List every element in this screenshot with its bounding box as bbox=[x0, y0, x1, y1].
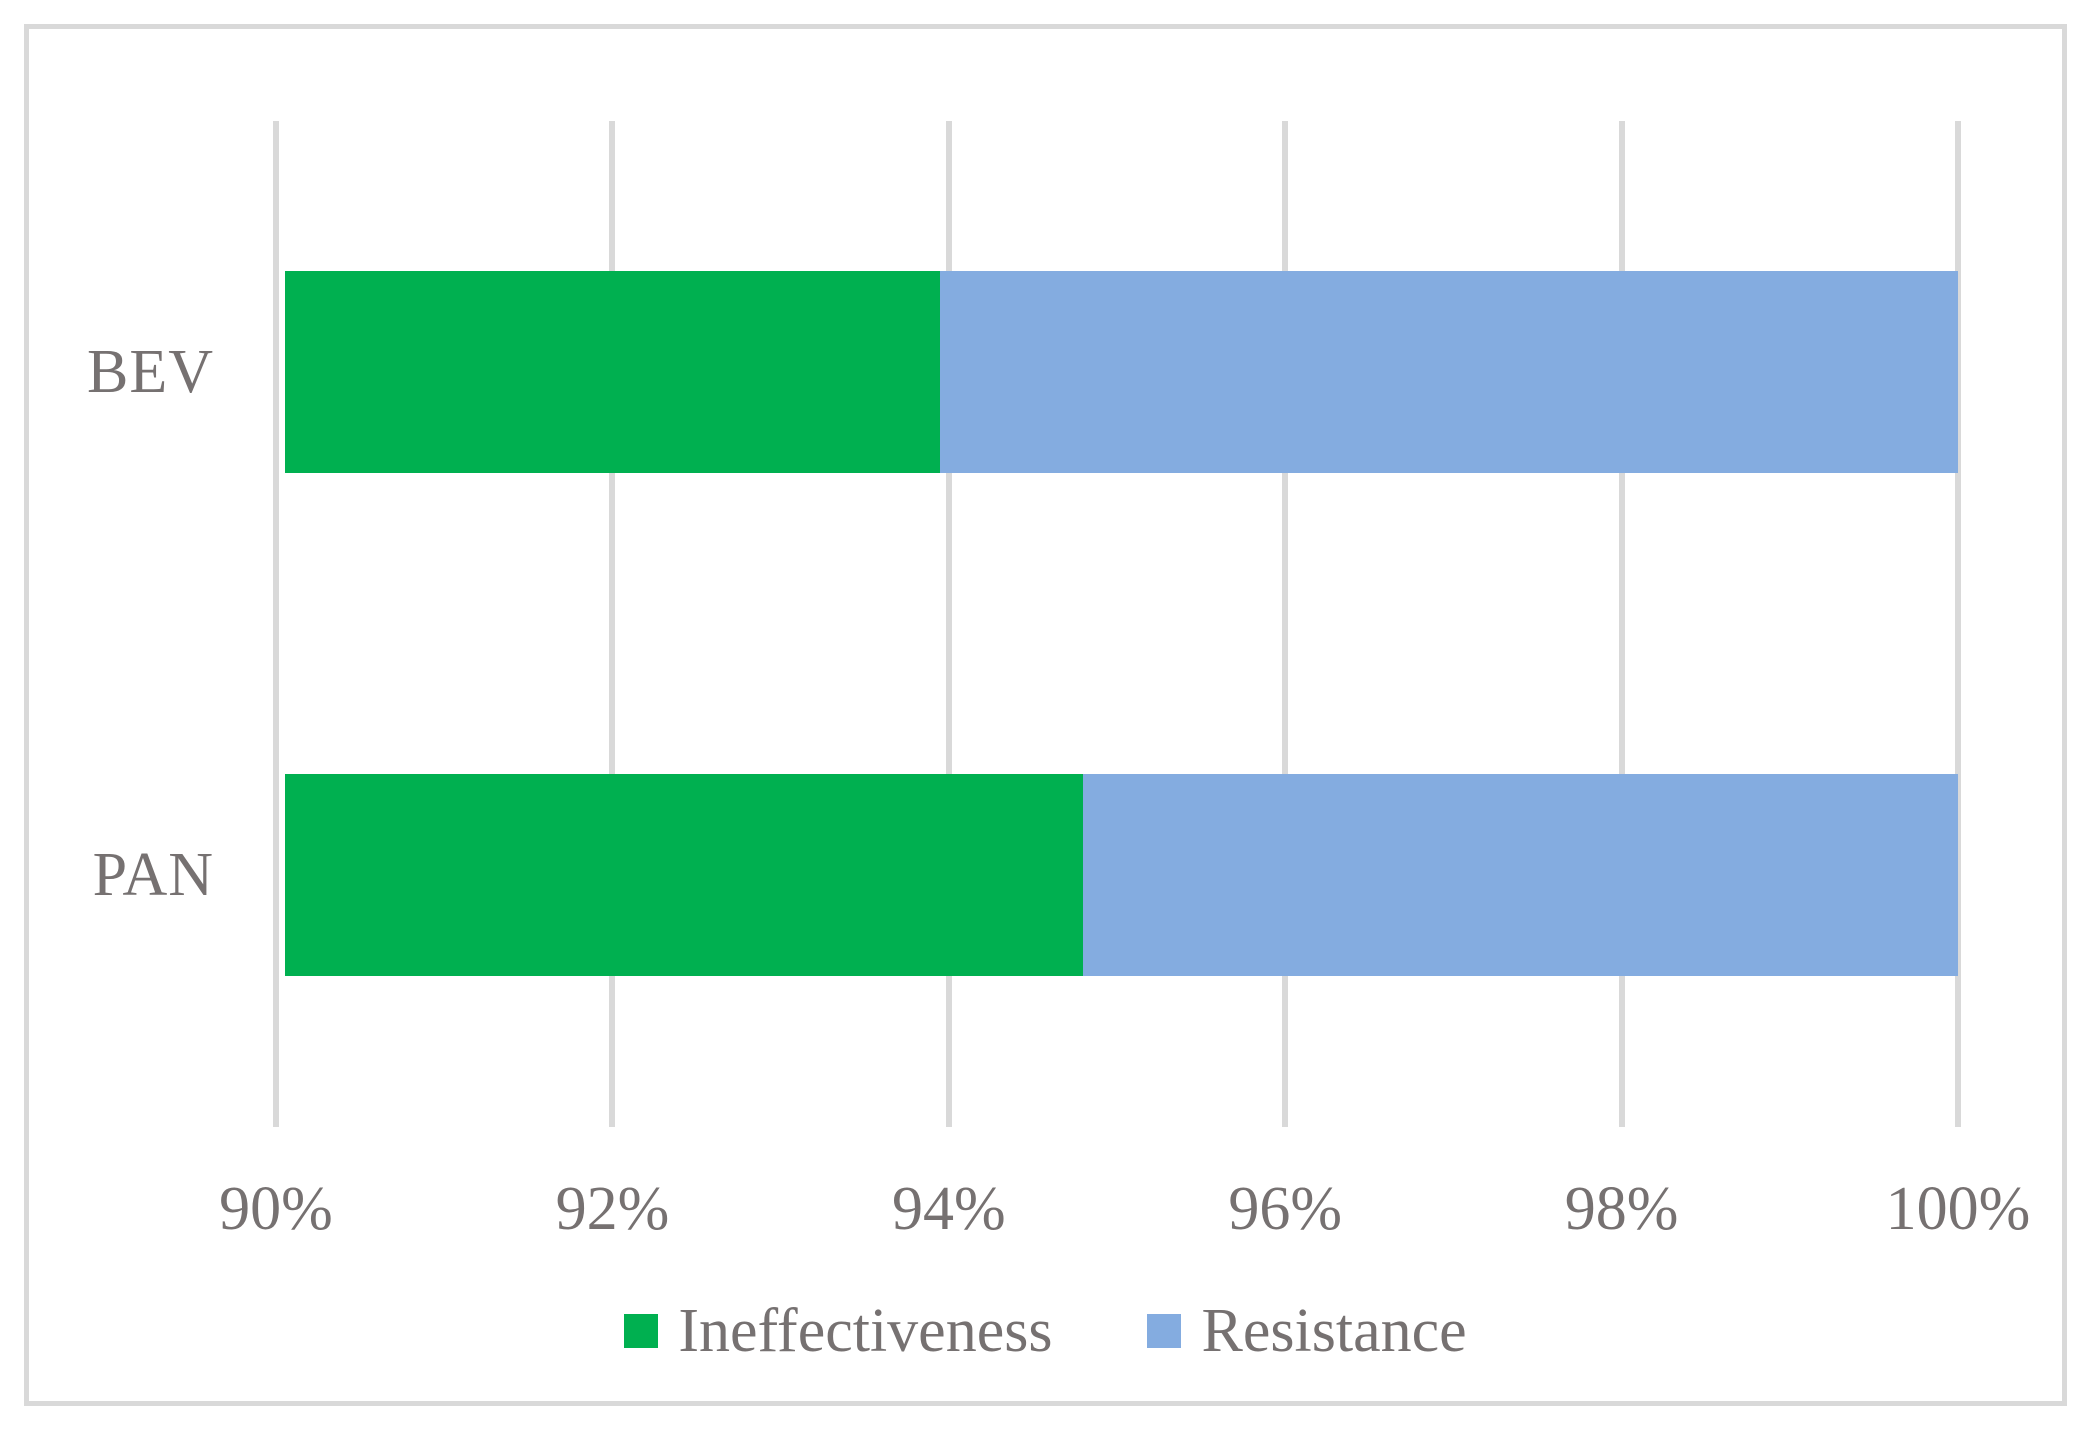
category-label-pan: PAN bbox=[92, 841, 214, 909]
x-tick-label-92: 92% bbox=[555, 1175, 670, 1243]
x-tick-label-100: 100% bbox=[1885, 1175, 2031, 1243]
x-tick-label-90: 90% bbox=[219, 1175, 333, 1243]
legend-label-ineffectiveness: Ineffectiveness bbox=[678, 1297, 1053, 1365]
chart-border: BEV PAN 90% 92% 94% 96% 98% 100% Ineffectivene… bbox=[24, 24, 2067, 1406]
x-tick-label-94: 94% bbox=[891, 1175, 1006, 1243]
legend-swatch-resistance bbox=[1147, 1314, 1182, 1348]
gridline-94 bbox=[945, 121, 952, 1127]
bar-segment-bev-resistance bbox=[940, 271, 1958, 473]
x-tick-label-98: 98% bbox=[1564, 1175, 1679, 1243]
category-label-bev: BEV bbox=[87, 338, 214, 406]
legend-item-ineffectiveness: Ineffectiveness bbox=[624, 1291, 1052, 1371]
legend: Ineffectiveness Resistance bbox=[29, 1291, 2062, 1371]
gridline-98 bbox=[1618, 121, 1625, 1127]
gridline-100 bbox=[1955, 121, 1961, 1127]
bar-segment-pan-ineffectiveness bbox=[285, 774, 1084, 976]
legend-swatch-ineffectiveness bbox=[624, 1314, 659, 1348]
legend-label-resistance: Resistance bbox=[1201, 1297, 1467, 1365]
bar-segment-bev-ineffectiveness bbox=[285, 271, 941, 473]
legend-item-resistance: Resistance bbox=[1147, 1291, 1467, 1371]
gridline-92 bbox=[609, 121, 616, 1127]
gridline-90 bbox=[273, 121, 279, 1127]
x-tick-label-96: 96% bbox=[1228, 1175, 1343, 1243]
plot-area bbox=[273, 121, 1961, 1127]
bar-segment-pan-resistance bbox=[1083, 774, 1958, 976]
gridline-96 bbox=[1282, 121, 1289, 1127]
